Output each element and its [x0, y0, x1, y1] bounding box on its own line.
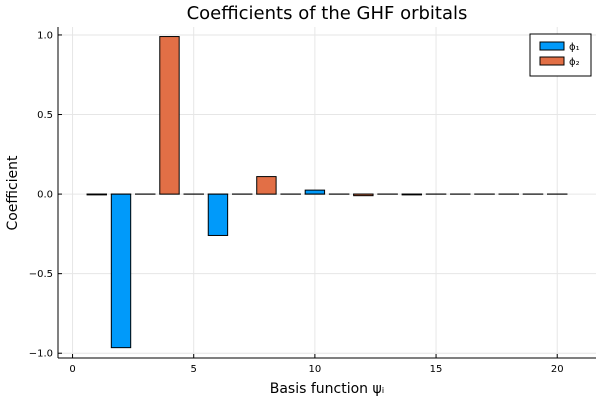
legend-label-phi2: ϕ₂ [569, 57, 580, 68]
ticks: 0 5 10 15 20 −1.0 −0.5 0.0 0.5 1.0 [29, 30, 564, 375]
x-tick-label: 10 [309, 364, 322, 375]
y-tick-label: 0.0 [37, 190, 53, 201]
bar-series-2-x12 [353, 193, 374, 197]
y-axis-label: Coefficient [5, 155, 21, 231]
bars [86, 36, 568, 349]
axes [57, 27, 596, 359]
legend-box [529, 33, 592, 77]
y-tick-label: 0.5 [37, 110, 53, 121]
x-tick-label: 20 [551, 364, 564, 375]
y-tick-label: 1.0 [37, 30, 53, 41]
x-tick-label: 0 [69, 364, 75, 375]
legend-swatch-phi1 [539, 41, 565, 51]
legend-swatch-phi2 [539, 56, 565, 66]
chart-title: Coefficients of the GHF orbitals [187, 3, 468, 24]
bar-series-2-x8 [256, 176, 277, 195]
y-tick-label: −1.0 [29, 349, 53, 360]
bar-series-1-x10 [304, 189, 326, 195]
legend-label-phi1: ϕ₁ [569, 42, 580, 53]
x-tick-label: 15 [430, 364, 443, 375]
grid [58, 27, 596, 358]
legend: ϕ₁ ϕ₂ [529, 33, 592, 77]
x-tick-label: 5 [191, 364, 197, 375]
y-tick-label: −0.5 [29, 269, 53, 280]
bar-series-1-x2 [110, 193, 132, 349]
bar-series-1-x6 [207, 193, 229, 236]
bar-series-2-x4 [159, 36, 180, 195]
x-axis-label: Basis function ψᵢ [270, 381, 385, 397]
